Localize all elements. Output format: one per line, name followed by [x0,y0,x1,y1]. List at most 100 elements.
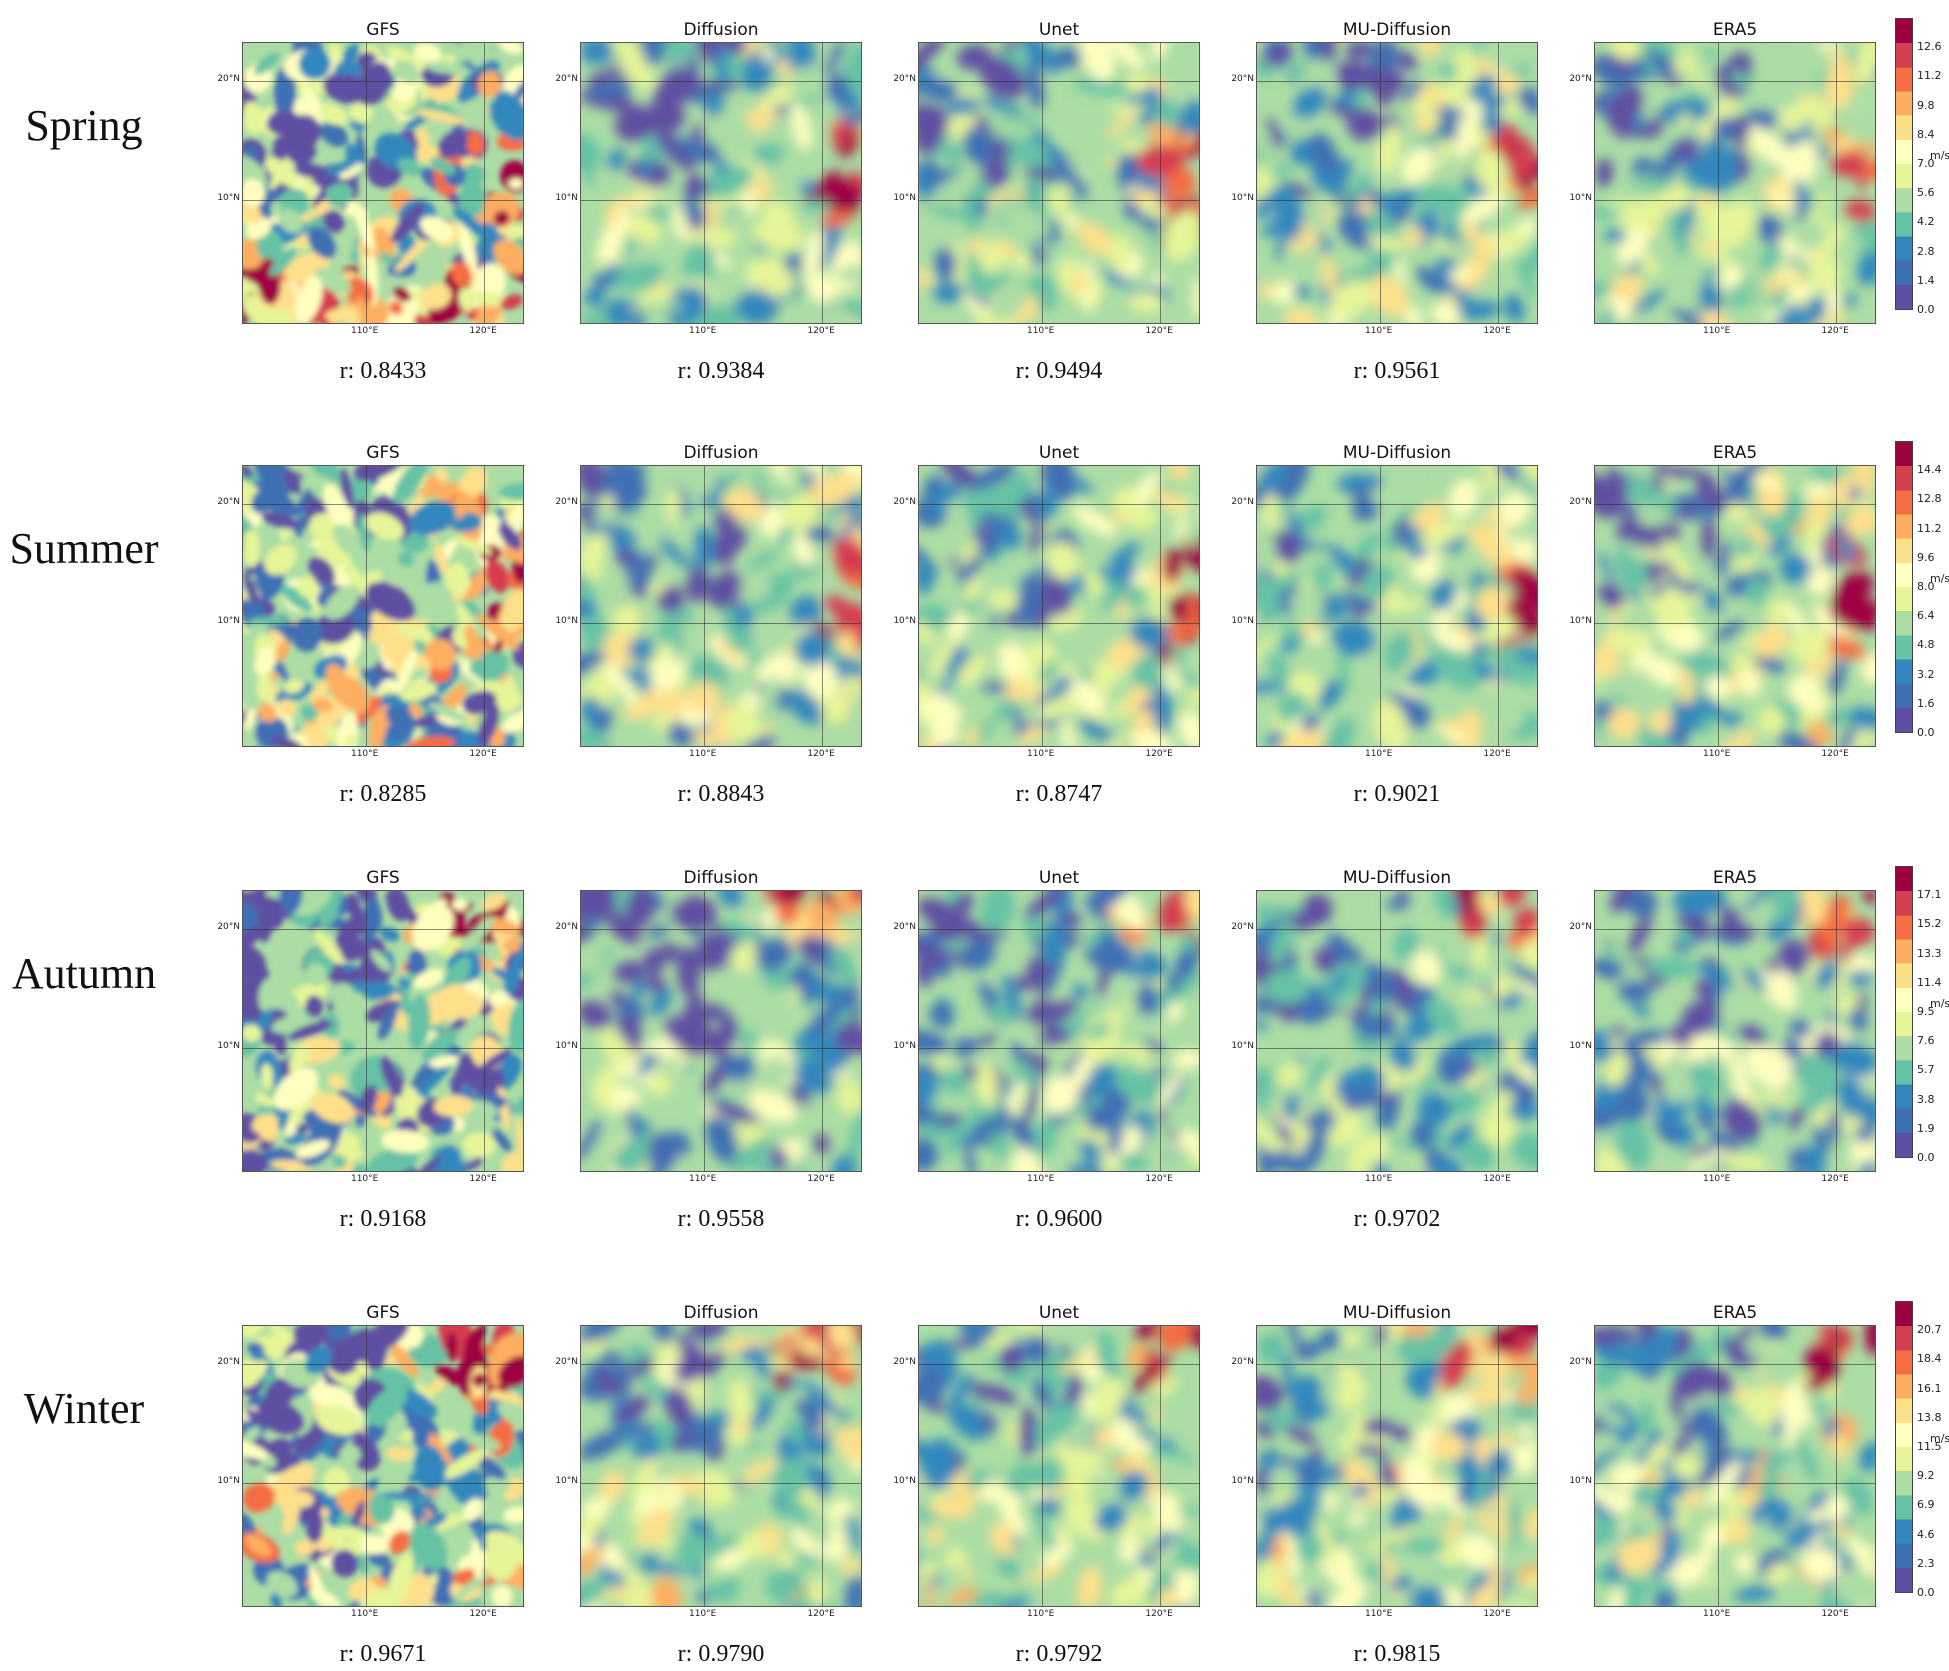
map-svg [1257,43,1537,323]
field-blob [836,265,861,283]
field-blob [652,1326,674,1344]
field-blob [488,990,509,1008]
field-blob [1019,43,1061,75]
field-blob [437,130,469,158]
lat-gridline [1257,1047,1537,1049]
field-blob [1025,997,1045,1021]
field-blob [979,1479,1005,1503]
field-blob [1645,957,1699,979]
lat-gridline [919,1047,1199,1049]
field-blob [836,78,861,120]
field-blob [428,1377,447,1395]
field-blob [668,721,695,746]
lat-gridline [1595,929,1875,931]
field-blob [842,574,861,590]
field-blob [1156,1072,1183,1109]
field-blob [1283,310,1324,323]
lat-gridline [243,622,523,624]
map-title: MU-Diffusion [1342,1303,1452,1323]
field-blob [284,469,302,495]
field-blob [258,702,277,723]
field-blob [999,1344,1024,1372]
field-blob [1721,466,1757,508]
lat-gridline [1257,504,1537,506]
colorbar-tick-label: 4.8 [1917,638,1935,652]
field-blob [388,300,404,315]
field-blob [462,1132,497,1158]
colorbar-tick-label: 13.3 [1917,946,1942,960]
field-blob [1516,255,1537,299]
lon-tick-label: 120°E [1145,326,1173,336]
field-blob [249,891,267,908]
field-blob [1338,1434,1357,1454]
field-blob [1440,936,1475,967]
field-blob [1263,969,1309,1005]
field-blob [314,267,352,295]
field-blob [987,717,1016,746]
field-blob [1180,1513,1199,1544]
field-blob [933,280,963,305]
field-blob [1349,1483,1371,1499]
field-blob [1675,924,1694,948]
field-blob [801,1432,832,1457]
field-blob [983,1332,1015,1347]
colorbar-tick-label: 7.6 [1917,1034,1935,1048]
field-blob [1267,652,1290,688]
field-blob [1056,675,1073,692]
colorbar-spring [1895,18,1913,310]
field-blob [707,570,743,608]
field-blob [801,1337,822,1357]
field-blob [1843,1477,1874,1516]
field-blob [805,273,837,304]
field-blob [809,97,832,144]
field-blob [803,1379,843,1420]
field-blob [1396,891,1409,899]
field-blob [1014,975,1030,992]
lon-tick-label: 110°E [1702,1174,1731,1184]
field-blob [1627,912,1653,958]
map-svg [1257,1326,1537,1606]
wind-speed-field [1257,43,1537,323]
field-blob [1814,961,1839,990]
field-blob [755,1361,771,1379]
colorbar-tick-label: 6.9 [1917,1498,1935,1512]
field-blob [760,503,786,539]
lat-gridline [919,199,1199,201]
field-blob [919,1064,938,1105]
field-blob [1282,1093,1301,1122]
field-blob [1509,1131,1537,1171]
field-blob [1831,474,1861,509]
field-blob [1320,43,1338,61]
field-blob [675,1335,716,1366]
field-blob [1448,479,1478,518]
field-blob [1746,1386,1779,1428]
map-title: GFS [366,443,400,463]
field-blob [646,949,661,978]
field-blob [1477,891,1503,918]
field-blob [1333,1463,1348,1477]
lon-gridline [822,891,824,1171]
field-blob [1809,521,1825,544]
field-blob [605,660,639,707]
field-blob [244,1534,272,1557]
lat-tick-label: 20°N [217,922,240,933]
lon-tick-label: 110°E [1702,749,1731,759]
field-blob [1760,1448,1794,1475]
field-blob [923,79,958,102]
field-blob [385,705,416,732]
colorbar-tick-label: 1.9 [1917,1121,1935,1135]
field-blob [1828,657,1846,699]
field-blob [1806,565,1835,596]
field-blob [298,47,331,80]
field-blob [973,510,1009,554]
field-blob [751,142,785,166]
lon-tick-label: 120°E [1483,1174,1511,1184]
map-svg [919,1326,1199,1606]
colorbar-tick-label: 11.2 [1917,69,1942,83]
lat-gridline [243,929,523,931]
wind-speed-field [243,891,523,1171]
field-blob [279,891,303,914]
field-blob [1302,1122,1329,1171]
map-title: GFS [366,20,400,40]
field-blob [1281,1348,1295,1400]
